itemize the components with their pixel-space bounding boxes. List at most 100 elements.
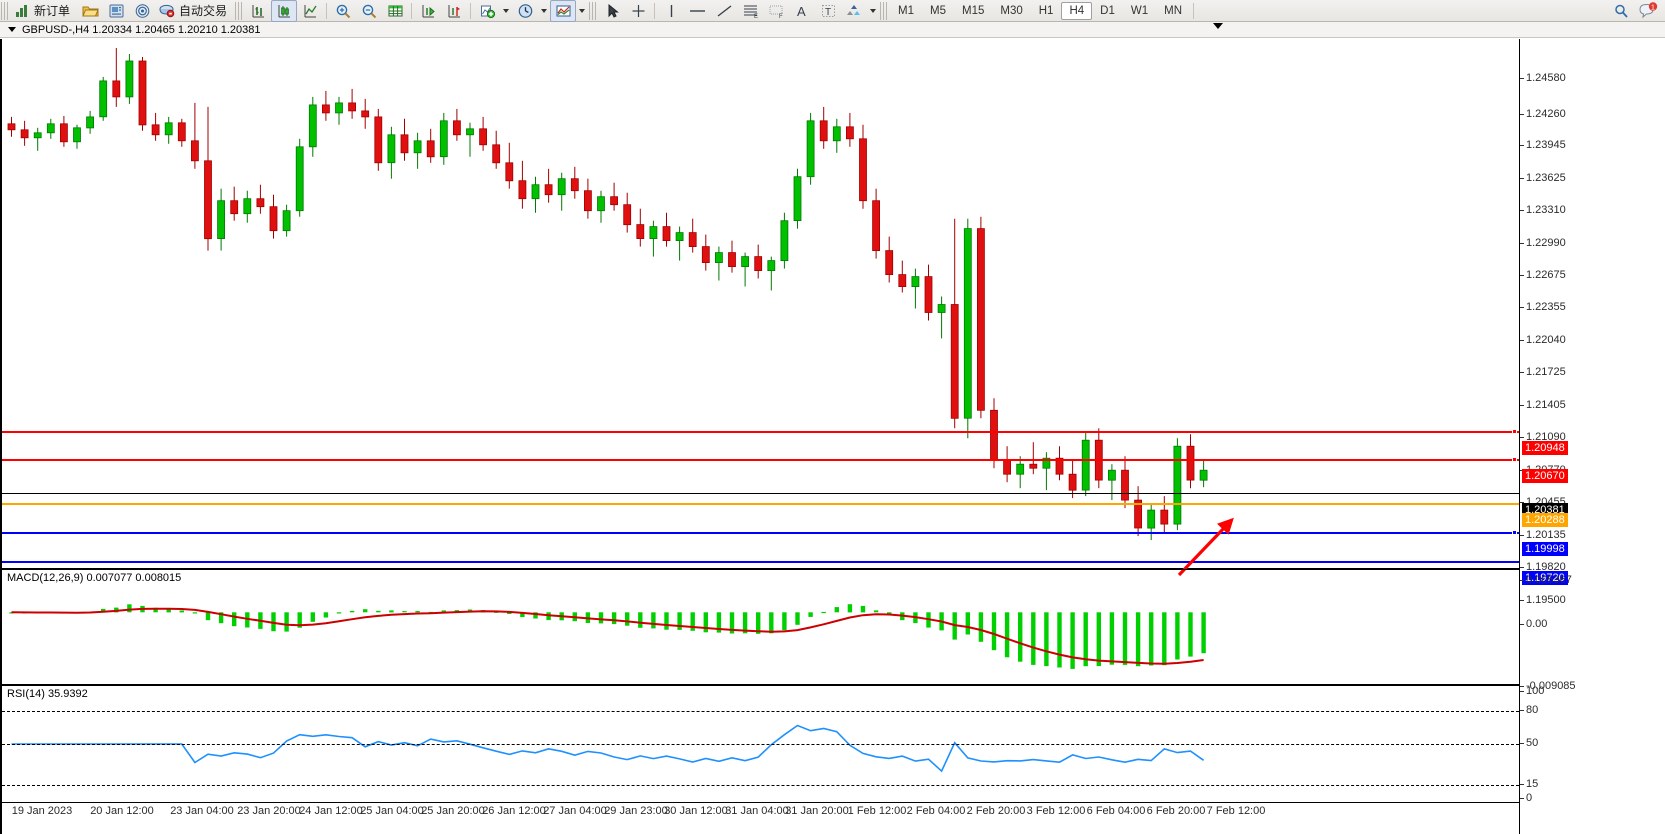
timeframe-mn[interactable]: MN (1164, 4, 1182, 17)
news-button[interactable] (103, 0, 129, 22)
candlestick-chart-button[interactable] (271, 0, 298, 22)
resistance-line-2-handle[interactable] (1512, 457, 1517, 462)
shapes-dropdown-icon[interactable] (870, 8, 877, 13)
support-level-2[interactable]: 1.19720 (1522, 571, 1568, 585)
svg-text:F: F (779, 14, 783, 19)
timeframe-m30[interactable]: M30 (1000, 4, 1023, 17)
time-tick-label: 19 Jan 2023 (11, 805, 73, 817)
price-tick-label: 1.22675 (1526, 269, 1566, 281)
chart-menu-caret-icon[interactable] (8, 27, 16, 32)
support-line-2[interactable] (2, 561, 1519, 563)
notification-button[interactable]: 1 (1635, 0, 1661, 22)
rsi-label: RSI(14) 35.9392 (7, 688, 88, 700)
rsi-tick-label: 15 (1526, 778, 1539, 790)
price-tick (1520, 567, 1524, 568)
price-tick-label: 1.20135 (1526, 529, 1566, 541)
rsi-tick (1520, 710, 1524, 711)
resistance-line-1-handle[interactable] (1512, 429, 1517, 434)
time-tick-label: 2 Feb 04:00 (906, 805, 966, 817)
timeframe-m5[interactable]: M5 (930, 4, 946, 17)
resistance-level-2[interactable]: 1.20670 (1522, 469, 1568, 483)
text-label-button[interactable]: A (789, 0, 815, 22)
shapes-button[interactable] (841, 0, 867, 22)
toolbar-grip-2[interactable] (235, 1, 243, 20)
price-tick-label: 1.21725 (1526, 366, 1566, 378)
pointer-button[interactable] (599, 0, 625, 22)
time-tick-label: 30 Jan 12:00 (664, 805, 728, 817)
rsi-level-15 (2, 785, 1519, 786)
timeframe-h1[interactable]: H1 (1038, 4, 1054, 17)
equidistant-channel-button[interactable]: F (763, 0, 789, 22)
toolbar-separator-3 (470, 2, 472, 19)
crosshair-button[interactable] (625, 0, 651, 22)
macd-pane[interactable]: MACD(12,26,9) 0.007077 0.008015 (2, 569, 1519, 685)
period-dropdown-icon[interactable] (541, 8, 548, 13)
chart-shift-button[interactable] (441, 0, 467, 22)
price-tick-label: 1.19820 (1526, 561, 1566, 573)
templates-button[interactable] (550, 0, 577, 22)
macd-tick-label: 0.005367 (1526, 574, 1572, 586)
price-axis[interactable]: 1.24580 1.24260 1.23945 1.23625 1.23310 1.229… (1519, 39, 1665, 834)
current-price-level[interactable]: 1.20288 (1522, 513, 1568, 527)
timeframe-d1[interactable]: D1 (1100, 4, 1115, 17)
search-button[interactable] (1609, 0, 1635, 22)
add-indicator-icon (480, 5, 495, 18)
chart-plot-area[interactable]: MACD(12,26,9) 0.007077 0.008015 RSI(14) … (0, 39, 1519, 834)
notification-badge-count: 1 (1651, 4, 1655, 11)
timeframe-h4[interactable]: H4 (1061, 1, 1093, 20)
toolbar-grip[interactable] (1, 1, 8, 20)
bar-chart-button[interactable] (245, 0, 271, 22)
price-tick-label: 1.24580 (1526, 72, 1566, 84)
zoom-out-button[interactable] (356, 0, 382, 22)
toolbar-grip-3[interactable] (589, 1, 597, 20)
folder-button[interactable] (77, 0, 103, 22)
auto-trading-button[interactable]: 自动交易 (155, 0, 234, 22)
time-tick-label: 23 Jan 04:00 (170, 805, 234, 817)
resistance-level-1[interactable]: 1.20948 (1522, 441, 1568, 455)
toolbar-grip-4[interactable] (880, 1, 888, 20)
timeframe-m15[interactable]: M15 (962, 4, 985, 17)
templates-dropdown-icon[interactable] (579, 8, 586, 13)
zoom-in-button[interactable] (330, 0, 356, 22)
current-price-line[interactable] (2, 503, 1519, 505)
price-tick (1520, 145, 1524, 146)
timeframe-m1[interactable]: M1 (898, 4, 915, 17)
grid-button[interactable] (382, 0, 408, 22)
line-chart-button[interactable] (297, 0, 323, 22)
annotation-arrow-icon[interactable] (1167, 507, 1287, 587)
chart-title-bar: GBPUSD-,H4 1.20334 1.20465 1.20210 1.203… (0, 22, 1665, 38)
support-line-1-handle[interactable] (1512, 530, 1517, 535)
main-toolbar: 新订单 自动交易 (0, 0, 1665, 22)
price-tick-label: 1.24260 (1526, 108, 1566, 120)
add-indicator-button[interactable] (474, 0, 500, 22)
support-line-1[interactable] (2, 532, 1519, 534)
fibonacci-button[interactable]: E (737, 0, 763, 22)
time-tick-label: 25 Jan 04:00 (360, 805, 424, 817)
time-tick-label: 26 Jan 12:00 (482, 805, 546, 817)
svg-text:A: A (797, 4, 806, 19)
new-order-button[interactable]: 新订单 (11, 0, 77, 22)
signals-button[interactable] (129, 0, 155, 22)
chart-collapse-caret-icon[interactable] (1213, 23, 1223, 29)
resistance-line-1[interactable] (2, 431, 1519, 433)
timeframe-w1[interactable]: W1 (1130, 4, 1149, 17)
text-label-icon: A (797, 4, 806, 19)
price-tick (1520, 243, 1524, 244)
horizontal-line-button[interactable] (684, 0, 711, 22)
text-box-button[interactable]: T (815, 0, 841, 22)
price-tick-label: 1.22040 (1526, 334, 1566, 346)
add-indicator-dropdown-icon[interactable] (503, 8, 510, 13)
period-button[interactable] (512, 0, 538, 22)
auto-scroll-button[interactable] (415, 0, 441, 22)
toolbar-separator-2 (411, 2, 413, 19)
resistance-line-2[interactable] (2, 459, 1519, 461)
price-tick-label: 1.22990 (1526, 237, 1566, 249)
clock-icon (518, 3, 532, 18)
rsi-pane[interactable]: RSI(14) 35.9392 (2, 685, 1519, 803)
support-level-1[interactable]: 1.19998 (1522, 542, 1568, 556)
trendline-button[interactable] (711, 0, 737, 22)
rsi-tick-label: 50 (1526, 737, 1539, 749)
price-pane[interactable] (2, 39, 1519, 577)
bar-chart-icon (252, 4, 264, 17)
vertical-line-button[interactable] (658, 0, 684, 22)
